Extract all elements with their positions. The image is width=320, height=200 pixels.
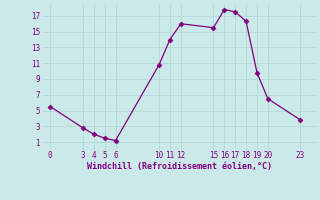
X-axis label: Windchill (Refroidissement éolien,°C): Windchill (Refroidissement éolien,°C) <box>87 162 272 171</box>
